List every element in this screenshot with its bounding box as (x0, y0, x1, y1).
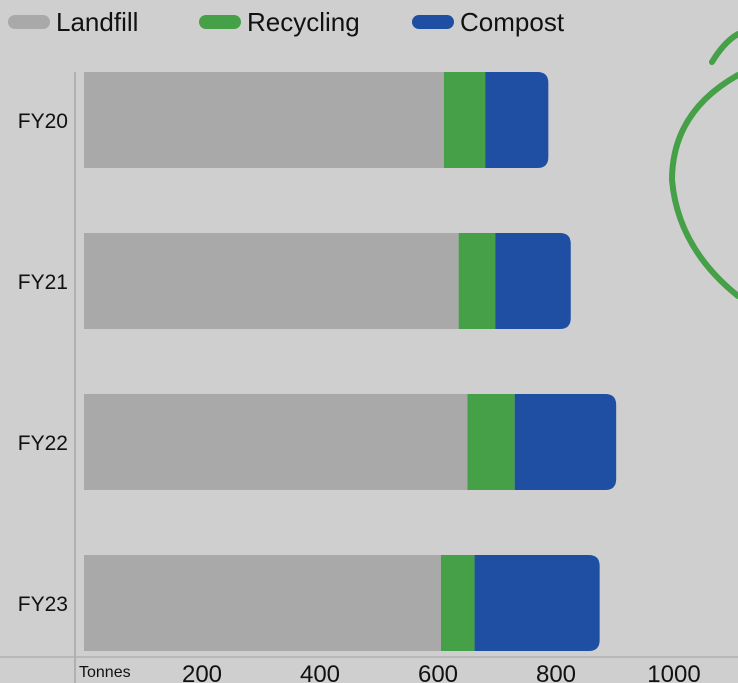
x-tick-labels: 20040060080010001200 (182, 661, 738, 683)
bar-fy21-compost (495, 233, 571, 329)
x-tick-400: 400 (300, 661, 340, 683)
x-tick-600: 600 (418, 661, 458, 683)
category-label-fy21: FY21 (18, 271, 68, 294)
bars (84, 72, 616, 651)
legend-swatch-recycling (199, 15, 241, 29)
bar-fy23-compost (475, 555, 600, 651)
category-label-fy23: FY23 (18, 593, 68, 616)
bar-fy20-recycling (444, 72, 485, 168)
bar-fy20-compost (485, 72, 548, 168)
category-label-fy20: FY20 (18, 110, 68, 133)
x-tick-800: 800 (536, 661, 576, 683)
bar-fy22-compost (515, 394, 616, 490)
legend: Landfill Recycling Compost (8, 7, 565, 37)
decorative-leaf-arc (672, 34, 738, 296)
x-axis-label: Tonnes (79, 664, 131, 681)
bar-fy20-landfill (84, 72, 444, 168)
legend-swatch-compost (412, 15, 454, 29)
x-tick-200: 200 (182, 661, 222, 683)
category-label-fy22: FY22 (18, 432, 68, 455)
bar-fy22-landfill (84, 394, 468, 490)
bar-fy21-recycling (459, 233, 496, 329)
bar-fy23-recycling (441, 555, 475, 651)
x-tick-1000: 1000 (647, 661, 700, 683)
legend-swatch-landfill (8, 15, 50, 29)
legend-label-recycling: Recycling (247, 7, 360, 37)
bar-fy22-recycling (468, 394, 515, 490)
legend-label-compost: Compost (460, 7, 565, 37)
category-labels: FY20 FY21 FY22 FY23 (18, 110, 68, 616)
legend-label-landfill: Landfill (56, 7, 138, 37)
bar-fy23-landfill (84, 555, 441, 651)
bar-fy21-landfill (84, 233, 459, 329)
